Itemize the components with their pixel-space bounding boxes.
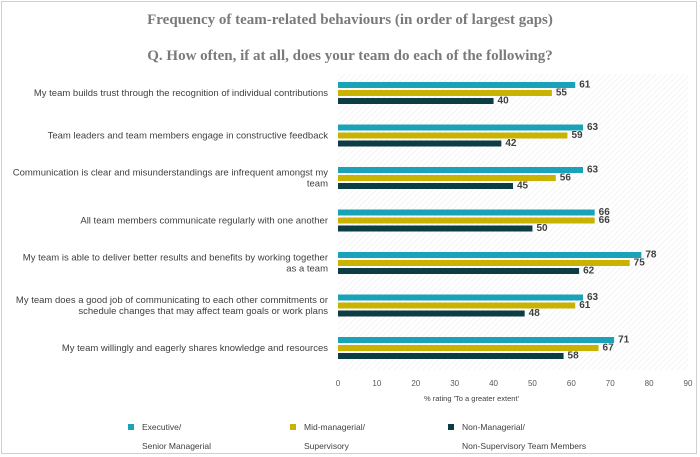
legend-swatch — [448, 424, 454, 430]
bar — [338, 337, 615, 343]
legend-label-line: Non-Supervisory Team Members — [462, 441, 587, 451]
category-label-line: as a team — [286, 264, 328, 275]
bar — [338, 252, 642, 258]
data-label: 63 — [587, 165, 599, 176]
data-label: 40 — [498, 96, 510, 107]
category-label-line: schedule changes that may affect team go… — [78, 306, 328, 317]
data-label: 59 — [571, 130, 583, 141]
legend-label-line: Mid-managerial/ — [304, 422, 365, 432]
chart-title: Frequency of team-related behaviours (in… — [147, 12, 553, 28]
bar — [338, 345, 599, 351]
bar — [338, 183, 513, 189]
bar — [338, 90, 552, 96]
bar — [338, 98, 494, 104]
data-label: 55 — [556, 88, 568, 99]
data-label: 66 — [599, 215, 611, 226]
category-label: My team is able to deliver better result… — [23, 253, 328, 275]
category-label-line: All team members communicate regularly w… — [80, 216, 328, 227]
data-label: 61 — [579, 300, 591, 311]
x-tick-label: 40 — [489, 379, 498, 388]
category-label: My team builds trust through the recogni… — [34, 88, 328, 99]
bar — [338, 124, 583, 131]
bar — [338, 175, 556, 181]
data-label: 45 — [517, 181, 529, 192]
category-label-line: team — [307, 179, 328, 190]
chart-subtitle: Q. How often, if at all, does your team … — [147, 48, 553, 64]
data-label: 75 — [634, 258, 646, 269]
x-tick-label: 60 — [567, 379, 576, 388]
bar — [338, 302, 576, 309]
category-label: My team does a good job of communicating… — [16, 295, 328, 317]
bar — [338, 268, 580, 274]
data-label: 78 — [645, 250, 657, 261]
legend-swatch — [290, 424, 296, 430]
legend-label: Executive/Senior Managerial — [142, 418, 211, 456]
data-label: 58 — [568, 351, 580, 362]
category-label: My team willingly and eagerly shares kno… — [62, 343, 328, 354]
legend-label: Mid-managerial/Supervisory — [304, 418, 365, 456]
legend-label-line: Executive/ — [142, 422, 182, 432]
legend-swatch — [128, 424, 134, 430]
data-label: 42 — [505, 138, 517, 149]
category-label-line: My team is able to deliver better result… — [23, 253, 328, 264]
legend-label-line: Supervisory — [304, 441, 349, 451]
bar — [338, 225, 533, 232]
category-label: All team members communicate regularly w… — [80, 216, 328, 227]
bar — [338, 82, 576, 88]
bar — [338, 260, 630, 266]
bar — [338, 353, 564, 359]
x-tick-label: 50 — [528, 379, 537, 388]
bar — [338, 167, 583, 173]
data-label: 62 — [583, 266, 595, 277]
legend-label-line: Non-Managerial/ — [462, 422, 525, 432]
data-label: 50 — [536, 223, 548, 234]
data-label: 66 — [599, 207, 611, 218]
x-tick-label: 70 — [606, 379, 615, 388]
category-label-line: Communication is clear and misunderstand… — [13, 168, 328, 179]
category-label-line: Team leaders and team members engage in … — [48, 131, 329, 142]
category-label-line: My team willingly and eagerly shares kno… — [62, 343, 328, 354]
x-tick-label: 0 — [336, 379, 341, 388]
bar — [338, 209, 595, 216]
x-tick-label: 80 — [645, 379, 654, 388]
data-label: 63 — [587, 292, 599, 303]
data-label: 56 — [560, 173, 572, 184]
category-label-line: My team builds trust through the recogni… — [34, 88, 328, 99]
legend-label: Non-Managerial/Non-Supervisory Team Memb… — [462, 418, 586, 456]
bar — [338, 217, 595, 224]
bar — [338, 310, 525, 317]
data-label: 63 — [587, 122, 599, 133]
data-label: 61 — [579, 80, 591, 91]
bar — [338, 132, 568, 139]
bar — [338, 294, 583, 301]
bar — [338, 140, 502, 147]
x-tick-label: 30 — [450, 379, 459, 388]
category-label: Communication is clear and misunderstand… — [13, 168, 328, 190]
x-tick-label: 20 — [411, 379, 420, 388]
data-label: 48 — [529, 308, 541, 319]
data-label: 71 — [618, 335, 630, 346]
x-tick-label: 90 — [684, 379, 693, 388]
legend-label-line: Senior Managerial — [142, 441, 211, 451]
x-tick-label: 10 — [372, 379, 381, 388]
data-label: 67 — [603, 343, 615, 354]
x-axis-label: % rating 'To a greater extent' — [424, 394, 520, 403]
category-label: Team leaders and team members engage in … — [48, 131, 329, 142]
category-label-line: My team does a good job of communicating… — [16, 295, 328, 306]
